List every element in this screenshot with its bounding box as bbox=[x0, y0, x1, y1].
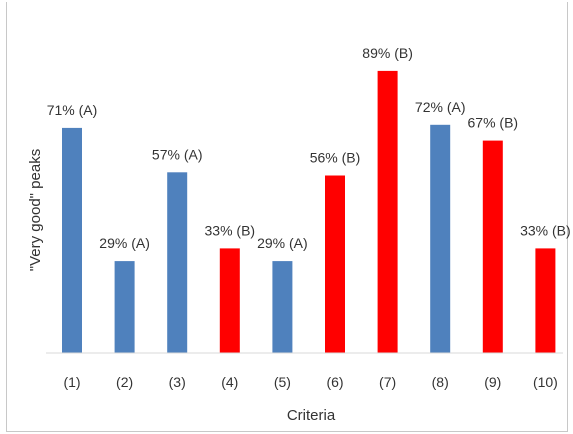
bar-3 bbox=[167, 172, 188, 353]
data-labels-group: 71% (A)29% (A)57% (A)33% (B)29% (A)56% (… bbox=[47, 45, 571, 251]
data-label-5: 29% (A) bbox=[257, 235, 308, 251]
x-tick-label-2: (2) bbox=[116, 374, 133, 390]
x-tick-label-7: (7) bbox=[379, 374, 396, 390]
y-axis-label: "Very good" peaks bbox=[27, 149, 44, 271]
data-label-8: 72% (A) bbox=[415, 99, 466, 115]
x-tick-label-3: (3) bbox=[169, 374, 186, 390]
bar-1 bbox=[62, 127, 82, 354]
bar-7 bbox=[377, 70, 398, 354]
data-label-9: 67% (B) bbox=[468, 115, 519, 131]
bar-4 bbox=[219, 248, 240, 353]
bar-9 bbox=[482, 140, 503, 353]
bar-10 bbox=[535, 248, 556, 353]
data-label-7: 89% (B) bbox=[362, 45, 413, 61]
bar-6 bbox=[325, 175, 345, 353]
bars-group bbox=[62, 70, 556, 354]
data-label-3: 57% (A) bbox=[152, 146, 203, 162]
x-tick-label-9: (9) bbox=[484, 374, 501, 390]
x-tick-label-8: (8) bbox=[432, 374, 449, 390]
bar-5 bbox=[272, 261, 293, 353]
x-tick-label-6: (6) bbox=[326, 374, 343, 390]
chart-frame bbox=[6, 2, 568, 432]
x-tick-label-4: (4) bbox=[221, 374, 238, 390]
data-label-1: 71% (A) bbox=[47, 102, 98, 118]
x-axis-label: Criteria bbox=[287, 407, 336, 424]
data-label-6: 56% (B) bbox=[310, 150, 361, 166]
bar-2 bbox=[114, 261, 135, 353]
x-tick-label-1: (1) bbox=[63, 374, 80, 390]
bar-8 bbox=[430, 124, 451, 353]
x-tick-label-10: (10) bbox=[533, 374, 558, 390]
data-label-10: 33% (B) bbox=[520, 222, 571, 238]
data-label-4: 33% (B) bbox=[205, 222, 256, 238]
data-label-2: 29% (A) bbox=[99, 235, 150, 251]
x-tick-labels-group: (1) (2) (3) (4) (5) (6) (7) (8) (9) (10) bbox=[63, 374, 557, 390]
x-tick-label-5: (5) bbox=[274, 374, 291, 390]
